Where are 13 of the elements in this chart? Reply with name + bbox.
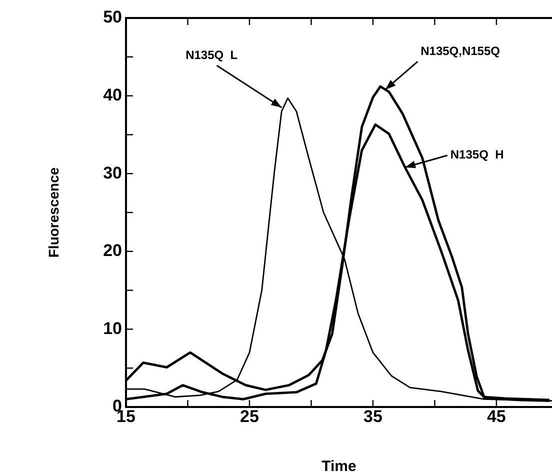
- x-axis-title: Time: [322, 458, 356, 476]
- annotation: N135Q H: [450, 148, 504, 162]
- y-tick-label: 30: [103, 163, 122, 182]
- y-tick-label: 10: [103, 318, 122, 338]
- x-tick-label: 35: [363, 406, 382, 426]
- y-tick-label: 20: [103, 241, 122, 260]
- y-axis-title: Fluorescence: [45, 167, 62, 258]
- x-tick-label: 45: [486, 406, 506, 426]
- annotation: N135Q L: [186, 48, 238, 62]
- y-tick-label: 50: [103, 8, 122, 27]
- y-tick-label: 40: [103, 85, 122, 104]
- x-tick-label: 25: [240, 406, 259, 426]
- annotation: N135Q,N155Q: [420, 44, 500, 58]
